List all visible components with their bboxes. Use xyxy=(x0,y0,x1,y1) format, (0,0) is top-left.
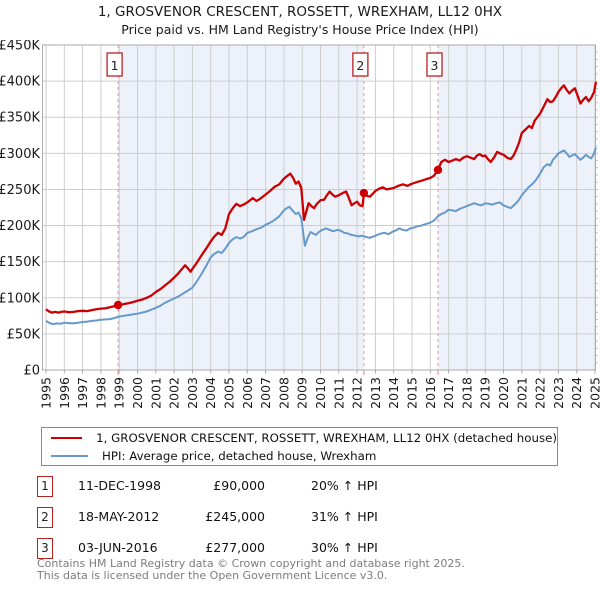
x-tick-label: 2024 xyxy=(569,377,584,409)
x-tick-label: 2005 xyxy=(222,377,237,409)
x-tick-label: 2023 xyxy=(551,377,566,409)
x-tick-label: 2012 xyxy=(350,377,365,409)
y-tick-label: £400K xyxy=(0,75,40,90)
page-title: 1, GROSVENOR CRESCENT, ROSSETT, WREXHAM,… xyxy=(97,4,503,20)
x-tick-label: 2004 xyxy=(203,377,218,409)
y-tick-label: £150K xyxy=(0,255,40,270)
x-tick-label: 2003 xyxy=(185,377,200,409)
y-tick-label: £300K xyxy=(0,147,40,162)
y-tick-label: £50K xyxy=(7,327,41,342)
hpi-line xyxy=(45,147,597,326)
chart-legend: 1, GROSVENOR CRESCENT, ROSSETT, WREXHAM,… xyxy=(41,427,558,466)
x-tick-label: 1998 xyxy=(93,377,108,409)
y-tick-label: £0 xyxy=(23,364,40,379)
sale-flag-number: 1 xyxy=(111,58,119,73)
y-tick-label: £250K xyxy=(0,183,40,198)
sale-number-badge: 1 xyxy=(37,476,53,497)
x-tick-label: 1999 xyxy=(112,377,127,409)
x-tick-label: 2013 xyxy=(368,377,383,409)
x-tick-label: 2002 xyxy=(167,377,182,409)
price-chart: 1 2 3 £0 £50K £100K £150K £200K £250K £300K £350K £… xyxy=(0,40,600,409)
sale-point xyxy=(113,300,123,310)
red-line-swatch xyxy=(51,436,83,439)
sale-hpi-note: 30% ↑ HPI xyxy=(311,540,378,555)
sale-point xyxy=(433,165,443,175)
x-tick-label: 2021 xyxy=(514,377,529,409)
x-tick-label: 2001 xyxy=(148,377,163,409)
y-tick-label: £450K xyxy=(0,40,40,54)
license-footer: Contains HM Land Registry data © Crown c… xyxy=(37,558,465,581)
legend-label-hpi: HPI: Average price, detached house, Wrex… xyxy=(102,448,377,463)
blue-line-swatch xyxy=(51,454,88,457)
x-tick-label: 2020 xyxy=(496,377,511,409)
page-subtitle: Price paid vs. HM Land Registry's House … xyxy=(121,22,479,37)
sale-price: £90,000 xyxy=(213,478,265,493)
sale-number-badge: 3 xyxy=(37,538,53,559)
x-tick-label: 1997 xyxy=(75,377,90,409)
y-tick-label: £100K xyxy=(0,291,40,306)
sale-price: £245,000 xyxy=(205,509,265,524)
x-tick-label: 2009 xyxy=(295,377,310,409)
x-tick-label: 2019 xyxy=(478,377,493,409)
x-tick-label: 1995 xyxy=(39,377,54,409)
legend-label-property: 1, GROSVENOR CRESCENT, ROSSETT, WREXHAM,… xyxy=(96,430,557,445)
shaded-ownership-period xyxy=(118,45,364,370)
x-tick-label: 2018 xyxy=(459,377,474,409)
x-tick-label: 2017 xyxy=(441,377,456,409)
sale-flag-box xyxy=(426,52,443,77)
x-tick-label: 2025 xyxy=(588,377,600,409)
sale-date: 11-DEC-1998 xyxy=(78,478,161,493)
sale-flag-number: 3 xyxy=(431,58,439,73)
sale-date: 18-MAY-2012 xyxy=(78,509,160,524)
y-tick-label: £350K xyxy=(0,111,40,126)
property-price-line xyxy=(45,81,598,314)
sale-hpi-note: 20% ↑ HPI xyxy=(311,478,378,493)
x-tick-label: 2006 xyxy=(240,377,255,409)
sale-flag-box xyxy=(352,52,369,77)
x-tick-label: 2015 xyxy=(405,377,420,409)
x-tick-label: 2022 xyxy=(533,377,548,409)
x-tick-label: 2010 xyxy=(313,377,328,409)
sale-number-badge: 2 xyxy=(37,507,53,528)
x-tick-label: 2007 xyxy=(258,377,273,409)
sale-flag-box xyxy=(106,52,123,77)
sale-date: 03-JUN-2016 xyxy=(78,540,158,555)
sale-price: £277,000 xyxy=(205,540,265,555)
sale-hpi-note: 31% ↑ HPI xyxy=(311,509,378,524)
x-tick-label: 2016 xyxy=(423,377,438,409)
sale-point xyxy=(359,188,369,198)
y-tick-label: £200K xyxy=(0,219,40,234)
plot-border xyxy=(42,44,596,371)
x-tick-label: 1996 xyxy=(57,377,72,409)
x-tick-label: 2011 xyxy=(331,377,346,409)
sale-flag-number: 2 xyxy=(356,58,364,73)
legend-item-property: 1, GROSVENOR CRESCENT, ROSSETT, WREXHAM,… xyxy=(51,430,557,445)
x-tick-label: 2000 xyxy=(130,377,145,409)
footer-line-2: This data is licensed under the Open Gov… xyxy=(37,568,388,582)
footer-line-1: Contains HM Land Registry data © Crown c… xyxy=(37,557,465,570)
x-tick-label: 2008 xyxy=(276,377,291,409)
legend-item-hpi: HPI: Average price, detached house, Wrex… xyxy=(51,448,557,463)
x-tick-label: 2014 xyxy=(386,377,401,409)
